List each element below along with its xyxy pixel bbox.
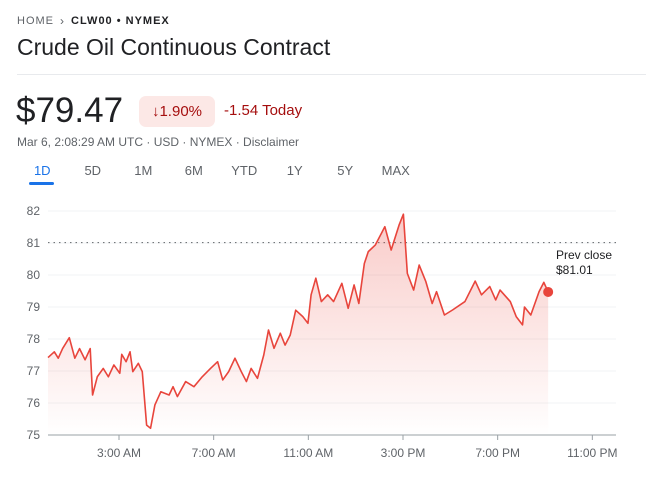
change-percent: 1.90% — [159, 103, 203, 120]
breadcrumb-current: CLW00 • NYMEX — [71, 15, 170, 27]
range-tabs: 1D 5D 1M 6M YTD 1Y 5Y MAX — [17, 163, 421, 185]
x-tick-label: 3:00 AM — [97, 446, 141, 460]
y-tick-label: 80 — [27, 268, 41, 282]
page-title: Crude Oil Continuous Contract — [17, 34, 331, 60]
prev-close-label: Prev close — [556, 248, 612, 262]
x-tick-label: 7:00 AM — [192, 446, 236, 460]
tab-6m[interactable]: 6M — [184, 163, 203, 178]
y-tick-label: 77 — [27, 364, 41, 378]
y-tick-label: 78 — [27, 332, 41, 346]
divider — [17, 74, 646, 75]
chevron-right-icon: › — [60, 14, 65, 28]
current-price: $79.47 — [16, 91, 124, 130]
x-tick-label: 11:00 PM — [567, 446, 617, 460]
price-area — [48, 214, 549, 435]
breadcrumb: HOME › CLW00 • NYMEX — [17, 14, 170, 28]
tab-1m[interactable]: 1M — [134, 163, 153, 178]
tab-1d[interactable]: 1D — [17, 163, 68, 185]
price-line — [47, 213, 549, 430]
tab-5y[interactable]: 5Y — [337, 163, 354, 178]
change-percent-badge: ↓ 1.90% — [139, 96, 215, 127]
tab-ytd[interactable]: YTD — [231, 163, 258, 178]
quote-meta: Mar 6, 2:08:29 AM UTC · USD · NYMEX · Di… — [17, 135, 300, 149]
tab-5d[interactable]: 5D — [84, 163, 102, 178]
change-today: -1.54 Today — [224, 102, 303, 119]
arrow-down-icon: ↓ — [151, 103, 160, 120]
tab-max[interactable]: MAX — [381, 163, 410, 178]
y-tick-label: 82 — [27, 204, 41, 218]
x-tick-label: 7:00 PM — [475, 446, 520, 460]
x-tick-label: 11:00 AM — [283, 446, 333, 460]
y-tick-label: 75 — [27, 428, 41, 442]
prev-close-value: $81.01 — [556, 263, 593, 277]
y-tick-label: 79 — [27, 300, 41, 314]
current-price-dot — [543, 286, 554, 297]
breadcrumb-home-link[interactable]: HOME — [17, 15, 54, 27]
y-tick-label: 76 — [27, 396, 41, 410]
price-chart: 75 76 77 78 79 80 81 82 3:00 AM 7:00 AM 11:00 AM 3:… — [27, 204, 618, 460]
x-tick-label: 3:00 PM — [381, 446, 426, 460]
tab-1y[interactable]: 1Y — [286, 163, 303, 178]
y-tick-label: 81 — [27, 236, 41, 250]
